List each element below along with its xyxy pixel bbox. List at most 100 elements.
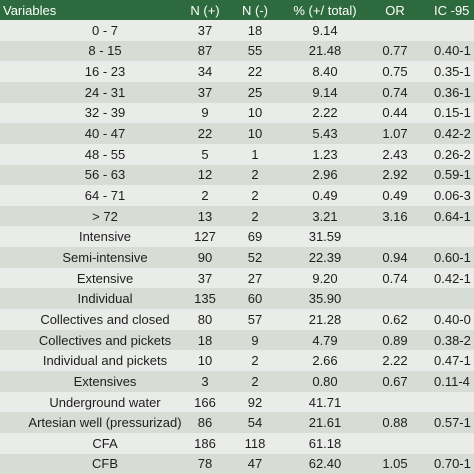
row-label: CFB [92, 456, 118, 472]
cell-value: 0.88 [382, 415, 408, 431]
cell-value: 2.22 [312, 105, 338, 121]
cell-value: 2.92 [382, 167, 408, 183]
cell-value: 0.49 [382, 188, 408, 203]
cell-value: 80 [197, 311, 213, 327]
table-row: Collectives and pickets 18 9 4.79 0.89 0.38-2 [0, 329, 474, 351]
row-label: Individual [77, 291, 133, 307]
row-label: 56 - 63 [84, 167, 126, 183]
table-row: Individual and pickets 10 2 2.66 2.22 0.47-1 [0, 350, 474, 372]
cell-value: 0.49 [312, 188, 338, 203]
cell-value: 0.60-1 [434, 249, 471, 265]
header-cell: Variables [3, 2, 57, 18]
cell-value: 0.42-1 [434, 270, 471, 286]
cell-value: 54 [247, 415, 263, 431]
cell-value: 1.05 [382, 456, 408, 472]
cell-value: 21.28 [308, 311, 342, 327]
row-label: 8 - 15 [88, 43, 122, 59]
cell-value: 41.71 [308, 394, 342, 410]
row-label: 64 - 71 [84, 188, 126, 203]
cell-value: 1.23 [312, 146, 338, 162]
cell-value: 27 [247, 270, 263, 286]
cell-value: 0.74 [382, 270, 408, 286]
header-cell: IC -95 [434, 2, 470, 18]
cell-value: 0.35-1 [434, 64, 471, 80]
table-row: 64 - 71 2 2 0.49 0.49 0.06-3 [0, 185, 474, 206]
cell-value: 12 [197, 167, 213, 183]
cell-value: 52 [247, 249, 263, 265]
cell-value: 9 [251, 332, 259, 348]
cell-value: 0.94 [382, 249, 408, 265]
cell-value: 0.47-1 [434, 353, 471, 369]
row-label: Individual and pickets [42, 353, 168, 369]
cell-value: 5.43 [312, 126, 338, 142]
row-label: > 72 [92, 208, 118, 224]
cell-value: 1.07 [382, 126, 408, 142]
cell-value: 1 [251, 146, 259, 162]
table-row: Intensive 127 69 31.59 [0, 226, 474, 248]
table-row: Extensives 3 2 0.80 0.67 0.11-4 [0, 371, 474, 392]
cell-value: 9.20 [312, 270, 338, 286]
header-cell: N (-) [242, 2, 268, 18]
cell-value: 3.16 [382, 208, 408, 224]
row-label: Collectives and closed [40, 311, 170, 327]
row-label: Extensive [76, 270, 134, 286]
cell-value: 92 [247, 394, 263, 410]
cell-value: 2 [251, 208, 259, 224]
cell-value: 0.15-1 [434, 105, 471, 121]
cell-value: 5 [201, 146, 209, 162]
cell-value: 13 [197, 208, 213, 224]
cell-value: 22 [247, 64, 263, 80]
header-row: Variables N (+) N (-) % (+/ total) OR IC -95 [0, 0, 474, 20]
cell-value: 86 [197, 415, 213, 431]
cell-value: 8.40 [312, 64, 338, 80]
table-row: Underground water 166 92 41.71 [0, 391, 474, 413]
row-label: Extensives [73, 373, 137, 389]
cell-value: 60 [247, 291, 263, 307]
row-label: 0 - 7 [91, 22, 118, 38]
table-row: 56 - 63 12 2 2.96 2.92 0.59-1 [0, 164, 474, 186]
cell-value: 118 [244, 435, 266, 451]
row-label: Underground water [49, 394, 161, 410]
cell-value: 34 [197, 64, 213, 80]
cell-value: 37 [197, 22, 213, 38]
cell-value: 2 [251, 353, 259, 369]
cell-value: 0.57-1 [434, 415, 471, 431]
cell-value: 127 [194, 229, 216, 245]
cell-value: 35.90 [308, 291, 342, 307]
cell-value: 2 [251, 188, 259, 203]
cell-value: 9.14 [312, 22, 338, 38]
row-label: 48 - 55 [84, 146, 126, 162]
cell-value: 0.62 [382, 311, 408, 327]
cell-value: 2.66 [312, 353, 338, 369]
cell-value: 0.74 [382, 84, 408, 100]
cell-value: 69 [247, 229, 263, 245]
table-row: 24 - 31 37 25 9.14 0.74 0.36-1 [0, 81, 474, 103]
table-row: > 72 13 2 3.21 3.16 0.64-1 [0, 205, 474, 227]
table-row: CFB 78 47 62.40 1.05 0.70-1 [0, 453, 474, 474]
table-row: Semi-intensive 90 52 22.39 0.94 0.60-1 [0, 247, 474, 268]
row-label: Semi-intensive [62, 249, 148, 265]
cell-value: 135 [194, 291, 216, 307]
table-row: 40 - 47 22 10 5.43 1.07 0.42-2 [0, 123, 474, 144]
cell-value: 9 [201, 105, 209, 121]
cell-value: 55 [247, 43, 263, 59]
cell-value: 4.79 [312, 332, 338, 348]
cell-value: 0.77 [382, 43, 408, 59]
cell-value: 0.59-1 [434, 167, 471, 183]
cell-value: 18 [247, 22, 263, 38]
cell-value: 0.67 [382, 373, 408, 389]
row-label: Artesian well (pressurizad) [28, 415, 182, 431]
table-row: Collectives and closed 80 57 21.28 0.62 0.40-… [0, 309, 474, 330]
cell-value: 10 [247, 126, 263, 142]
cell-value: 87 [197, 43, 213, 59]
header-cell: OR [385, 2, 405, 18]
cell-value: 3.21 [312, 208, 338, 224]
table-row: 0 - 7 37 18 9.14 [0, 20, 474, 41]
row-label: 32 - 39 [84, 105, 126, 121]
cell-value: 186 [194, 435, 216, 451]
cell-value: 0.06-3 [434, 188, 471, 203]
cell-value: 0.38-2 [434, 332, 471, 348]
cell-value: 78 [197, 456, 213, 472]
